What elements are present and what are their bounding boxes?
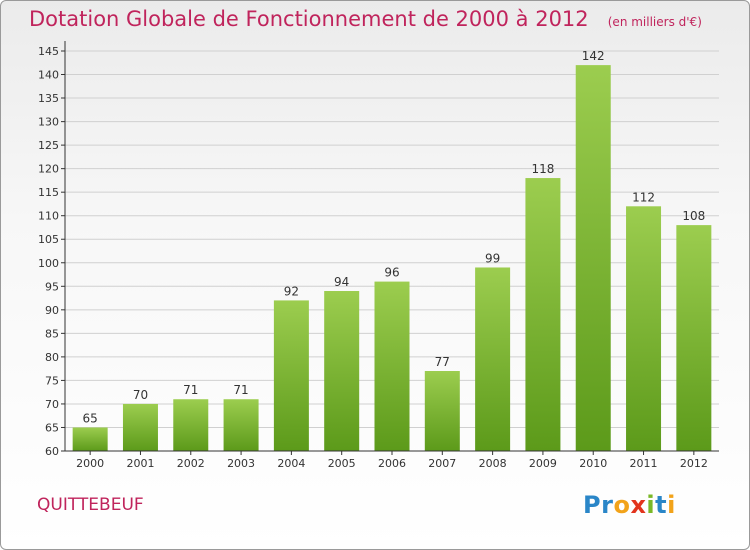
bar-2007 xyxy=(424,371,460,451)
y-tick-label: 90 xyxy=(45,304,59,317)
y-tick-label: 130 xyxy=(38,116,59,129)
data-label: 142 xyxy=(582,49,605,63)
x-tick-label: 2012 xyxy=(680,457,708,470)
x-tick-label: 2006 xyxy=(378,457,406,470)
y-tick-label: 85 xyxy=(45,327,59,340)
x-tick-label: 2008 xyxy=(479,457,507,470)
axes: 60 65 70 75 80 85 90 95 100 105 110 115 120 125 130 135… xyxy=(38,41,719,470)
data-label: 112 xyxy=(632,190,655,204)
bar-2006 xyxy=(374,281,410,451)
bar-2000 xyxy=(72,427,108,451)
chart-title: Dotation Globale de Fonctionnement de 20… xyxy=(29,7,589,31)
logo-letter: r xyxy=(601,491,614,519)
data-label: 118 xyxy=(531,162,554,176)
logo-letter: P xyxy=(583,491,602,519)
data-label: 65 xyxy=(83,411,98,425)
bar-2011 xyxy=(626,206,662,451)
data-label: 71 xyxy=(233,383,248,397)
y-tick-label: 135 xyxy=(38,92,59,105)
logo-letter: o xyxy=(613,491,631,519)
y-tick-label: 80 xyxy=(45,351,59,364)
data-label: 94 xyxy=(334,275,349,289)
logo-letter: i xyxy=(646,491,656,519)
y-tick-label: 115 xyxy=(38,186,59,199)
x-tick-label: 2002 xyxy=(177,457,205,470)
bar-2010 xyxy=(575,65,611,451)
x-tick-label: 2001 xyxy=(126,457,154,470)
y-tick-label: 140 xyxy=(38,69,59,82)
y-tick-label: 120 xyxy=(38,163,59,176)
bar-2005 xyxy=(324,291,360,451)
bar-2002 xyxy=(173,399,209,451)
data-label: 108 xyxy=(682,209,705,223)
bar-2009 xyxy=(525,178,561,451)
bars: 65 70 71 71 92 94 96 77 99 118 142 112 108 xyxy=(72,49,712,451)
y-tick-label: 65 xyxy=(45,421,59,434)
bar-2008 xyxy=(475,267,511,451)
data-label: 71 xyxy=(183,383,198,397)
y-tick-label: 70 xyxy=(45,398,59,411)
chart-header: Dotation Globale de Fonctionnement de 20… xyxy=(29,7,702,31)
logo-letter: t xyxy=(655,491,668,519)
logo-letter: i xyxy=(667,491,676,519)
y-tick-label: 125 xyxy=(38,139,59,152)
bar-2003 xyxy=(223,399,259,451)
y-tick-label: 60 xyxy=(45,445,59,458)
data-label: 96 xyxy=(384,266,399,280)
data-label: 92 xyxy=(284,284,299,298)
chart-subtitle: (en milliers d'€) xyxy=(607,15,702,29)
x-tick-label: 2009 xyxy=(529,457,557,470)
commune-name: QUITTEBEUF xyxy=(37,495,144,515)
proxiti-logo: Proxiti xyxy=(583,491,676,519)
y-tick-label: 110 xyxy=(38,210,59,223)
data-label: 77 xyxy=(435,355,450,369)
y-tick-label: 145 xyxy=(38,45,59,58)
bar-2001 xyxy=(122,403,158,451)
y-tick-label: 95 xyxy=(45,280,59,293)
x-tick-label: 2011 xyxy=(630,457,658,470)
logo-letter: x xyxy=(630,491,647,519)
x-tick-label: 2003 xyxy=(227,457,255,470)
x-tick-label: 2000 xyxy=(76,457,104,470)
x-tick-label: 2010 xyxy=(579,457,607,470)
bar-2004 xyxy=(273,300,309,451)
data-label: 70 xyxy=(133,388,148,402)
y-tick-label: 75 xyxy=(45,374,59,387)
data-label: 99 xyxy=(485,251,500,265)
y-tick-label: 105 xyxy=(38,233,59,246)
bar-2012 xyxy=(676,225,712,451)
x-tick-label: 2005 xyxy=(328,457,356,470)
y-tick-label: 100 xyxy=(38,257,59,270)
x-tick-label: 2004 xyxy=(277,457,305,470)
x-tick-label: 2007 xyxy=(428,457,456,470)
